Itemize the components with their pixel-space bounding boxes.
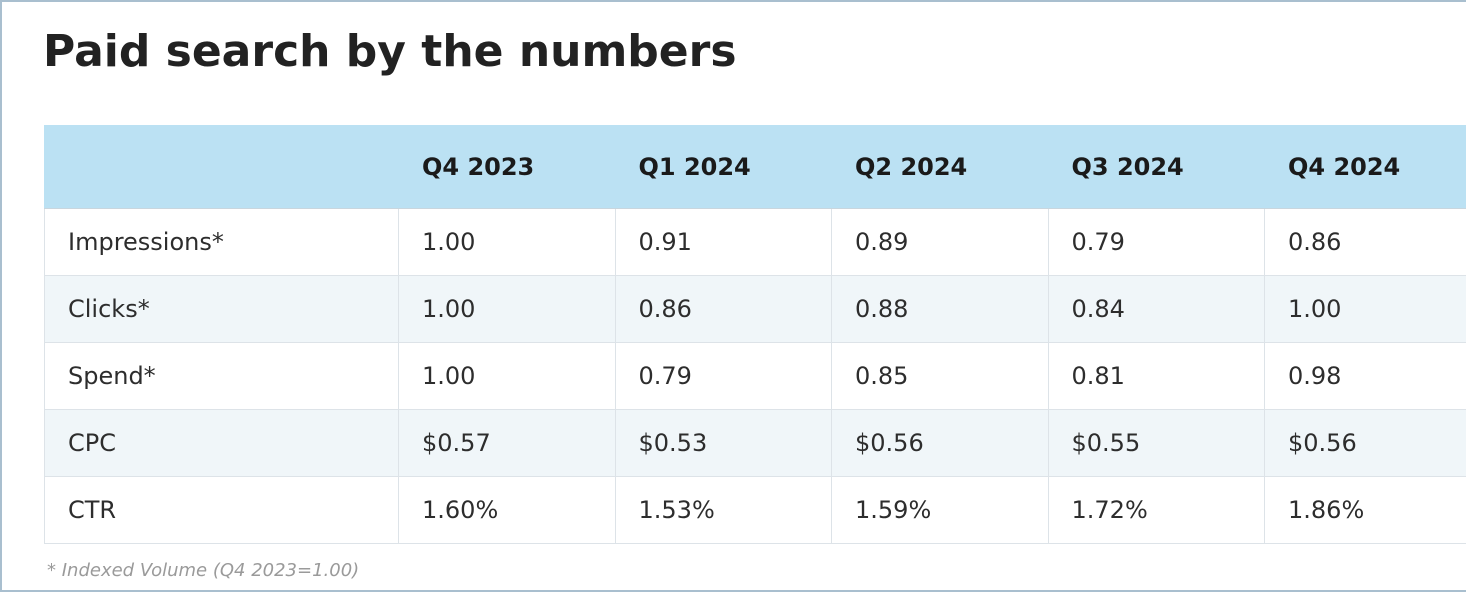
table-cell: $0.56 <box>1264 409 1466 477</box>
table-row: Spend* 1.00 0.79 0.85 0.81 0.98 <box>44 342 1466 410</box>
column-header: Q4 2023 <box>398 125 616 209</box>
table-cell: 1.60% <box>398 476 616 544</box>
table-cell: 1.86% <box>1264 476 1466 544</box>
column-header: Q4 2024 <box>1264 125 1466 209</box>
column-header-metric <box>44 125 399 209</box>
table-header: Q4 2023 Q1 2024 Q2 2024 Q3 2024 Q4 2024 <box>44 125 1466 209</box>
table-cell: 0.88 <box>831 275 1049 343</box>
table-row: CTR 1.60% 1.53% 1.59% 1.72% 1.86% <box>44 476 1466 544</box>
data-table: Q4 2023 Q1 2024 Q2 2024 Q3 2024 Q4 2024 … <box>44 125 1466 544</box>
table-cell: 0.79 <box>1047 208 1265 276</box>
table-cell: 0.79 <box>614 342 832 410</box>
table-body: Impressions* 1.00 0.91 0.89 0.79 0.86 Cl… <box>44 208 1466 544</box>
column-header: Q3 2024 <box>1047 125 1265 209</box>
table-cell: 0.84 <box>1047 275 1265 343</box>
table-row: Clicks* 1.00 0.86 0.88 0.84 1.00 <box>44 275 1466 343</box>
table-cell: 0.91 <box>614 208 832 276</box>
page-title: Paid search by the numbers <box>43 26 737 77</box>
table-cell: $0.57 <box>398 409 616 477</box>
row-label: CTR <box>44 476 399 544</box>
table-cell: 0.81 <box>1047 342 1265 410</box>
table-cell: 0.86 <box>1264 208 1466 276</box>
footnote: * Indexed Volume (Q4 2023=1.00) <box>47 560 360 581</box>
table-cell: $0.55 <box>1047 409 1265 477</box>
table-cell: 0.98 <box>1264 342 1466 410</box>
table-row: CPC $0.57 $0.53 $0.56 $0.55 $0.56 <box>44 409 1466 477</box>
column-header: Q1 2024 <box>614 125 832 209</box>
table-cell: 1.00 <box>398 342 616 410</box>
row-label: Spend* <box>44 342 399 410</box>
table-cell: 1.53% <box>614 476 832 544</box>
table-cell: 1.00 <box>398 208 616 276</box>
table-cell: 0.85 <box>831 342 1049 410</box>
table-row: Impressions* 1.00 0.91 0.89 0.79 0.86 <box>44 208 1466 276</box>
header-row: Q4 2023 Q1 2024 Q2 2024 Q3 2024 Q4 2024 <box>44 125 1466 209</box>
table-cell: 1.59% <box>831 476 1049 544</box>
column-header: Q2 2024 <box>831 125 1049 209</box>
table-cell: 1.00 <box>398 275 616 343</box>
table-cell: 0.86 <box>614 275 832 343</box>
table-cell: 1.00 <box>1264 275 1466 343</box>
row-label: Clicks* <box>44 275 399 343</box>
table-cell: $0.53 <box>614 409 832 477</box>
row-label: Impressions* <box>44 208 399 276</box>
table-cell: 0.89 <box>831 208 1049 276</box>
table-cell: $0.56 <box>831 409 1049 477</box>
table-cell: 1.72% <box>1047 476 1265 544</box>
row-label: CPC <box>44 409 399 477</box>
